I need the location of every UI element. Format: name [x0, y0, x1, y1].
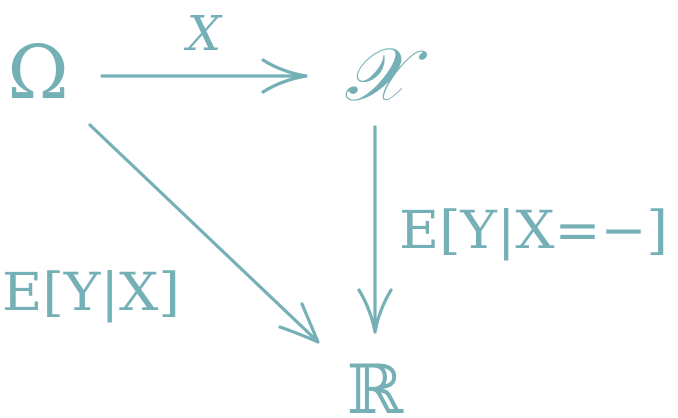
arrow-x-to-reals — [357, 125, 393, 334]
node-script-x: 𝒳 — [344, 32, 428, 118]
arrow-omega-to-reals — [88, 123, 320, 344]
label-right-edge: E[Y|X=−] — [399, 201, 668, 261]
label-diagonal-edge: E[Y|X] — [2, 263, 180, 323]
node-reals: ℝ — [347, 351, 404, 418]
label-top-edge: X — [183, 6, 223, 62]
node-omega: Ω — [7, 30, 68, 116]
arrow-omega-to-x — [100, 58, 308, 94]
